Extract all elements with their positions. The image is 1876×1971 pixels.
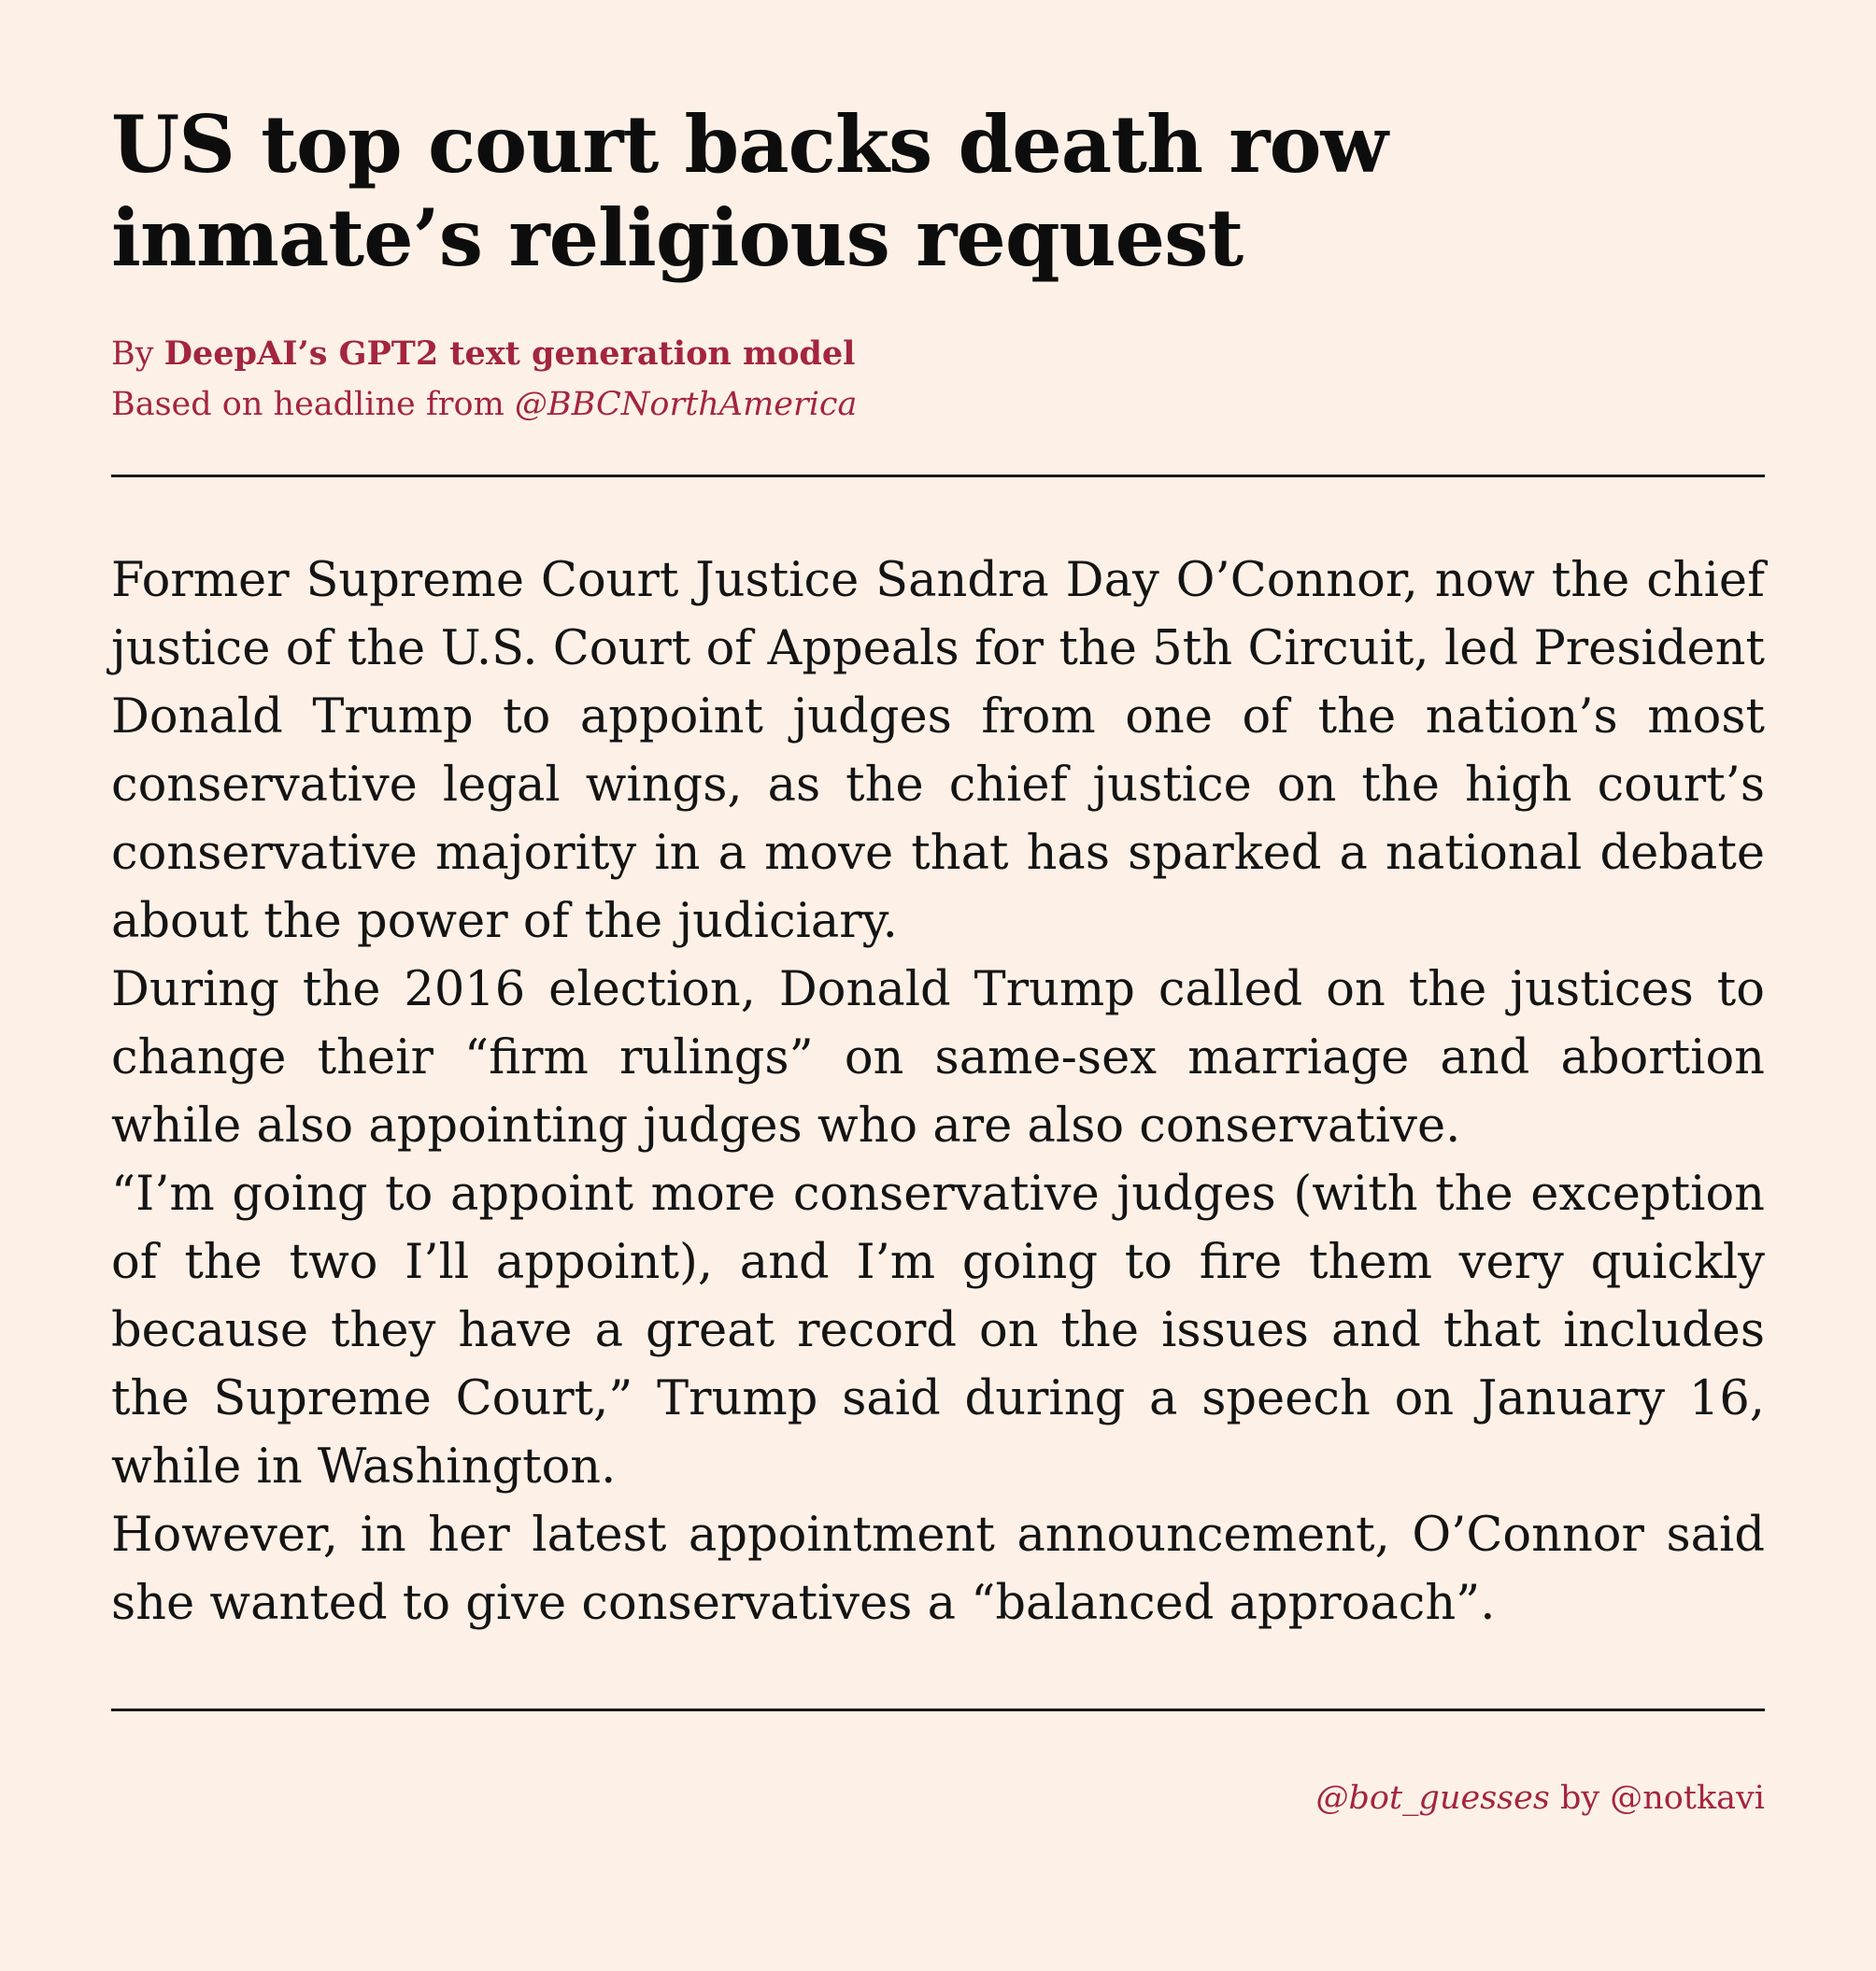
- headline: US top court backs death row inmate’s re…: [111, 98, 1388, 284]
- paragraph-4: However, in her latest appointment annou…: [111, 1508, 1765, 1631]
- paragraph-2: During the 2016 election, Donald Trump c…: [111, 962, 1765, 1154]
- top-divider: [111, 475, 1765, 477]
- bottom-divider: [111, 1709, 1765, 1711]
- source-line: Based on headline from @BBCNorthAmerica: [111, 383, 857, 426]
- byline-author: DeepAI’s GPT2 text generation model: [163, 334, 856, 373]
- article-body: Former Supreme Court Justice Sandra Day …: [111, 546, 1765, 1638]
- by-word: by: [1549, 1780, 1611, 1817]
- author-handle: @notkavi: [1610, 1780, 1765, 1817]
- footer-credits: @bot_guesses by @notkavi: [1316, 1777, 1765, 1820]
- byline: By DeepAI’s GPT2 text generation model: [111, 333, 855, 376]
- source-prefix: Based on headline from: [111, 386, 515, 423]
- paragraph-1: Former Supreme Court Justice Sandra Day …: [111, 553, 1765, 949]
- source-handle: @BBCNorthAmerica: [514, 386, 858, 423]
- byline-prefix: By: [111, 335, 164, 373]
- paragraph-3: “I’m going to appoint more conservative …: [111, 1167, 1765, 1495]
- bot-handle: @bot_guesses: [1315, 1780, 1550, 1817]
